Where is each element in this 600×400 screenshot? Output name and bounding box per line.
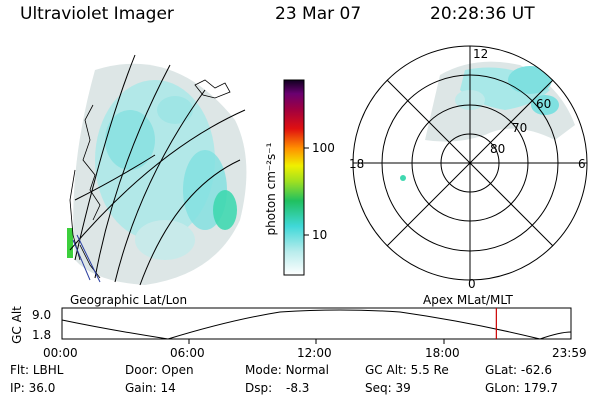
gcalt-label: GC Alt: <box>365 363 407 377</box>
nightside-lines <box>72 234 101 283</box>
mlat-label-80: 80 <box>490 142 506 156</box>
status-dsp: Dsp: -8.3 <box>245 381 309 395</box>
flt-value: LBHL <box>32 363 64 377</box>
mlt-label-0: 0 <box>468 277 476 291</box>
polar-plot <box>352 45 588 281</box>
date-label: 23 Mar 07 <box>275 4 362 24</box>
colorbar-tick-100: 100 <box>312 141 335 155</box>
status-seq: Seq: 39 <box>365 381 411 395</box>
polar-grid <box>352 45 588 281</box>
mode-label: Mode: <box>245 363 282 377</box>
gain-label: Gain: <box>125 381 157 395</box>
altitude-x-ticks <box>188 339 445 344</box>
door-value: Open <box>161 363 194 377</box>
mlat-label-60: 60 <box>536 97 552 111</box>
ip-label: IP: <box>10 381 25 395</box>
glat-label: GLat: <box>485 363 518 377</box>
globe-label: Geographic Lat/Lon <box>70 293 188 307</box>
altitude-ytick-max: 9.0 <box>32 308 52 322</box>
mode-value: Normal <box>285 363 329 377</box>
seq-value: 39 <box>395 381 411 395</box>
altitude-ylabel: GC Alt <box>10 306 24 344</box>
glon-value: 179.7 <box>523 381 558 395</box>
dsp-value: -8.3 <box>285 381 310 395</box>
altitude-xtick-1800: 18:00 <box>425 346 460 360</box>
seq-label: Seq: <box>365 381 392 395</box>
mlt-label-6: 6 <box>578 157 586 171</box>
altitude-xtick-0000: 00:00 <box>43 346 78 360</box>
mlt-label-12: 12 <box>473 47 489 61</box>
globe-image <box>67 54 247 286</box>
altitude-xtick-1200: 12:00 <box>297 346 332 360</box>
glat-value: -62.6 <box>520 363 552 377</box>
door-label: Door: <box>125 363 158 377</box>
status-flt: Flt: LBHL <box>10 363 63 377</box>
altitude-xtick-0600: 06:00 <box>170 346 205 360</box>
colorbar-tick-10: 10 <box>312 228 328 242</box>
limb-glow <box>67 228 73 258</box>
status-gcalt: GC Alt: 5.5 Re <box>365 363 449 377</box>
time-label: 20:28:36 UT <box>430 4 535 24</box>
altitude-xtick-2359: 23:59 <box>552 346 587 360</box>
status-ip: IP: 36.0 <box>10 381 55 395</box>
graticule <box>69 54 246 286</box>
polar-label: Apex MLat/MLT <box>423 293 513 307</box>
colorbar-unit-label: photon cm⁻²s⁻¹ <box>264 142 278 236</box>
aurora-emission-globe <box>73 63 247 285</box>
mlat-label-70: 70 <box>512 121 528 135</box>
mlt-label-18: 18 <box>349 157 365 171</box>
gain-value: 14 <box>160 381 176 395</box>
instrument-title: Ultraviolet Imager <box>20 4 174 24</box>
flt-label: Flt: <box>10 363 29 377</box>
gcalt-value: 5.5 Re <box>410 363 449 377</box>
colorbar <box>283 79 309 276</box>
status-glon: GLon: 179.7 <box>485 381 558 395</box>
status-mode: Mode: Normal <box>245 363 329 377</box>
dsp-label: Dsp: <box>245 381 273 395</box>
status-gain: Gain: 14 <box>125 381 176 395</box>
altitude-curve <box>61 309 572 340</box>
altitude-ytick-min: 1.8 <box>32 328 52 342</box>
status-door: Door: Open <box>125 363 194 377</box>
glon-label: GLon: <box>485 381 520 395</box>
status-glat: GLat: -62.6 <box>485 363 552 377</box>
altitude-plot <box>61 307 572 344</box>
ip-value: 36.0 <box>28 381 56 395</box>
